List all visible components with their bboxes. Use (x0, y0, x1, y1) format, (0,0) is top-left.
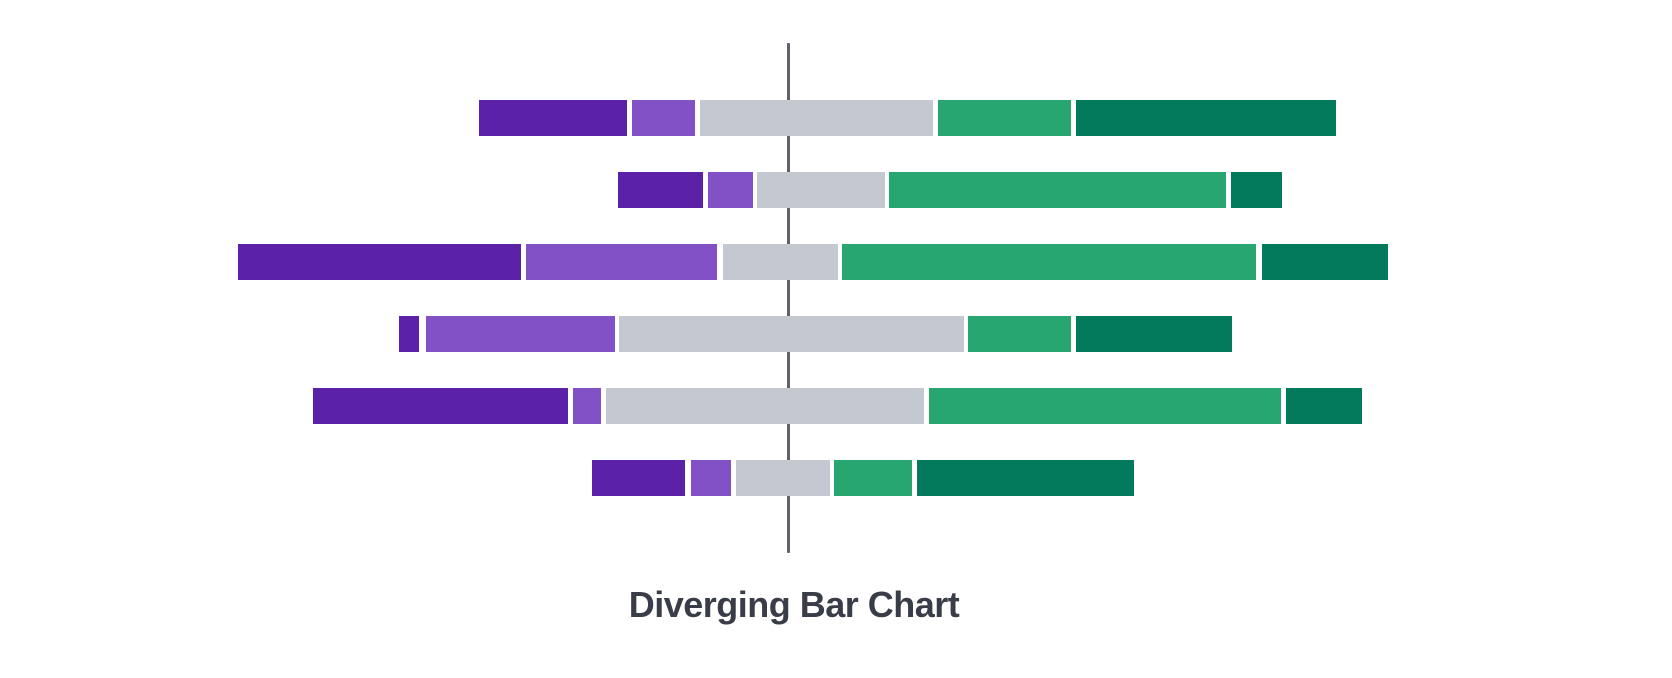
bar-segment-row-2-strong-negative (618, 172, 703, 208)
bar-segment-row-6-strong-positive (917, 460, 1134, 496)
bar-segment-row-5-negative (573, 388, 601, 424)
bar-segment-row-4-strong-negative (399, 316, 419, 352)
bar-segment-row-1-positive (938, 100, 1071, 136)
bar-segment-row-6-positive (834, 460, 912, 496)
bar-segment-row-5-strong-negative (313, 388, 568, 424)
bar-segment-row-6-strong-negative (592, 460, 685, 496)
bar-segment-row-1-negative (632, 100, 695, 136)
bar-segment-row-5-strong-positive (1286, 388, 1362, 424)
bar-segment-row-5-neutral (606, 388, 924, 424)
bar-segment-row-3-strong-negative (238, 244, 521, 280)
bar-segment-row-4-strong-positive (1076, 316, 1232, 352)
bar-segment-row-3-negative (526, 244, 717, 280)
bar-segment-row-1-strong-positive (1076, 100, 1336, 136)
bar-segment-row-2-positive (889, 172, 1226, 208)
bar-segment-row-2-negative (708, 172, 753, 208)
bar-segment-row-4-negative (426, 316, 615, 352)
bar-segment-row-1-neutral (700, 100, 933, 136)
chart-title: Diverging Bar Chart (628, 584, 960, 625)
bar-segment-row-3-strong-positive (1262, 244, 1388, 280)
bar-segment-row-4-positive (968, 316, 1071, 352)
bar-segment-row-4-neutral (619, 316, 964, 352)
bar-segment-row-3-neutral (723, 244, 838, 280)
bar-segment-row-6-negative (691, 460, 731, 496)
bar-segment-row-3-positive (842, 244, 1256, 280)
bar-segment-row-6-neutral (736, 460, 830, 496)
bar-segment-row-2-neutral (757, 172, 885, 208)
center-axis-line (787, 43, 790, 553)
bar-segment-row-2-strong-positive (1231, 172, 1282, 208)
bar-segment-row-5-positive (929, 388, 1281, 424)
bar-segment-row-1-strong-negative (479, 100, 627, 136)
